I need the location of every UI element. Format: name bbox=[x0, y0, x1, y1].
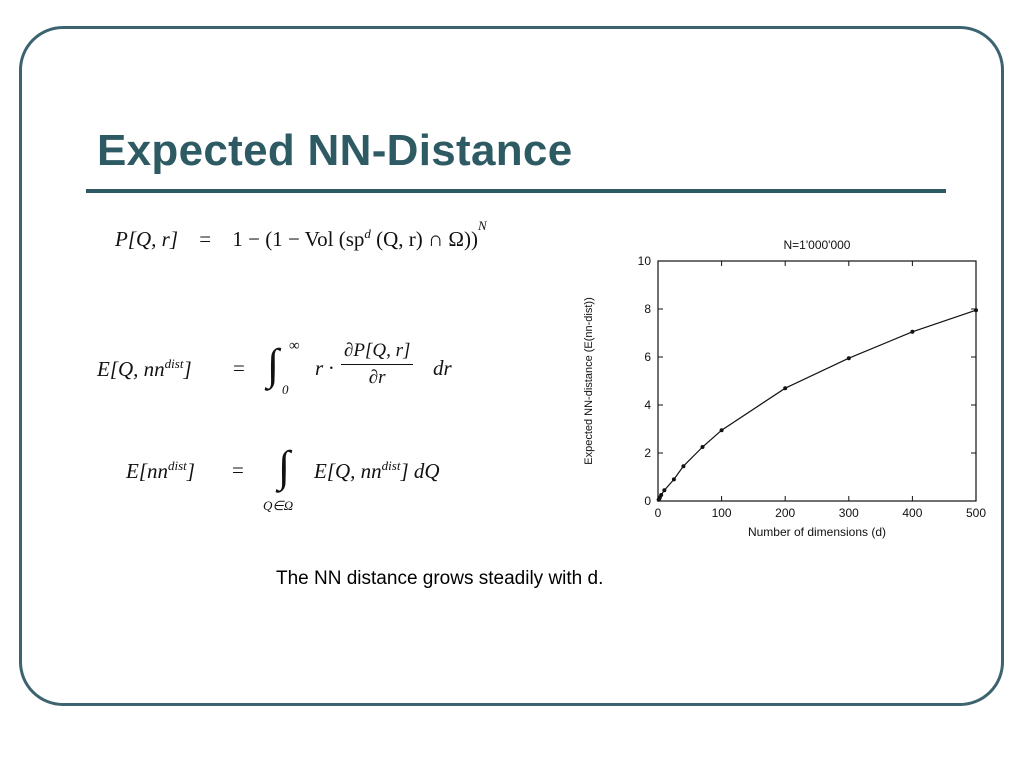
slide-title: Expected NN-Distance bbox=[97, 126, 573, 175]
slide-frame bbox=[19, 26, 1004, 706]
formula-1-exponent: N bbox=[478, 218, 487, 233]
formula-3-rhs-a: E[Q, nn bbox=[314, 459, 382, 483]
y-tick-label: 2 bbox=[644, 446, 651, 460]
y-tick-label: 0 bbox=[644, 494, 651, 508]
data-point bbox=[659, 493, 664, 497]
formula-1-rhs-a: 1 − (1 − Vol (sp bbox=[232, 227, 365, 251]
integral-sign-1: ∫ bbox=[267, 340, 280, 389]
formula-1-equals: = bbox=[199, 227, 212, 251]
formula-3-rhs-sup: dist bbox=[381, 458, 401, 473]
chart-title: N=1'000'000 bbox=[784, 238, 851, 252]
formula-3-lhs-b: ] bbox=[186, 459, 195, 483]
formula-2-lhs-sup: dist bbox=[164, 356, 184, 371]
y-tick-label: 4 bbox=[644, 398, 651, 412]
integral-sign-2: ∫ bbox=[278, 442, 291, 491]
x-tick-label: 0 bbox=[655, 506, 662, 520]
data-point bbox=[681, 464, 686, 469]
y-tick-label: 6 bbox=[644, 350, 651, 364]
data-point bbox=[700, 445, 705, 449]
formula-2-equals: = bbox=[233, 356, 245, 380]
formula-2-upper-limit: ∞ bbox=[289, 338, 300, 354]
x-tick-label: 100 bbox=[712, 506, 732, 520]
formula-1-lhs: P[Q, r] bbox=[115, 227, 179, 251]
formula-1-rhs-b: (Q, r) ∩ Ω)) bbox=[376, 227, 479, 251]
x-axis-label: Number of dimensions (d) bbox=[748, 525, 886, 539]
data-point bbox=[846, 356, 851, 361]
data-point bbox=[974, 308, 978, 313]
formula-1-rhs-sup: d bbox=[364, 226, 371, 241]
nn-distance-chart: N=1'000'000 0 100 200 300 400 500 0 2 4 6 8 10 Numb… bbox=[583, 238, 986, 539]
y-tick-label: 8 bbox=[644, 302, 651, 316]
formula-3-lhs-a: E[nn bbox=[126, 459, 168, 483]
data-point bbox=[719, 428, 724, 433]
plot-area bbox=[657, 260, 977, 502]
x-tick-label: 500 bbox=[966, 506, 986, 520]
title-underline bbox=[86, 189, 946, 193]
formula-3-equals: = bbox=[232, 458, 244, 482]
formula-2-factor: r · bbox=[315, 356, 334, 380]
y-axis-label: Expected NN-distance (E(nn-dist)) bbox=[583, 297, 595, 465]
formula-2-lower-limit: 0 bbox=[282, 382, 289, 397]
data-point bbox=[662, 488, 667, 493]
x-tick-label: 300 bbox=[839, 506, 859, 520]
series-line bbox=[658, 309, 977, 501]
x-tick-label: 200 bbox=[775, 506, 795, 520]
data-point bbox=[783, 386, 788, 391]
formula-2-differential: dr bbox=[433, 356, 452, 380]
formula-2-lhs-a: E[Q, nn bbox=[97, 357, 165, 381]
formula-3-rhs-b: ] dQ bbox=[400, 459, 440, 483]
formula-2-lhs-b: ] bbox=[183, 357, 192, 381]
formula-probability: P[Q, r] = 1 − (1 − Vol (spd (Q, r) ∩ Ω))… bbox=[115, 218, 487, 252]
formula-2-fraction: ∂P[Q, r] ∂r bbox=[341, 340, 414, 389]
data-point bbox=[910, 329, 915, 334]
formula-2-denominator: ∂r bbox=[368, 367, 386, 388]
data-point bbox=[671, 477, 676, 482]
formula-2-numerator: ∂P[Q, r] bbox=[341, 340, 414, 365]
slide-caption: The NN distance grows steadily with d. bbox=[276, 568, 604, 589]
y-tick-label: 10 bbox=[638, 254, 652, 268]
formula-3-lhs-sup: dist bbox=[168, 458, 187, 473]
x-tick-label: 400 bbox=[902, 506, 922, 520]
formula-3-domain: Q∈Ω bbox=[263, 498, 294, 513]
